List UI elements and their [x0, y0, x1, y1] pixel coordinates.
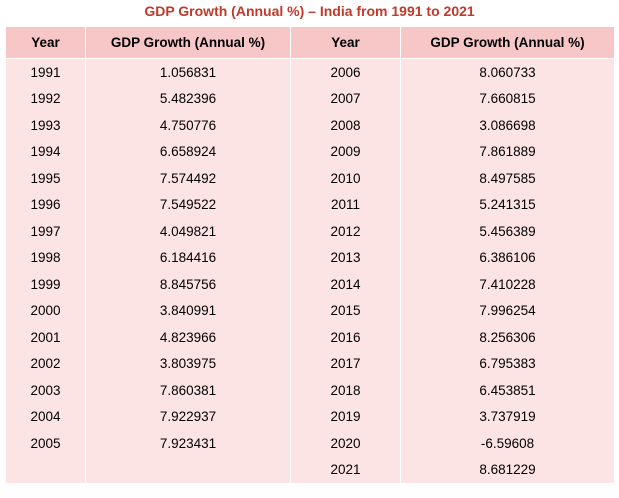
page-title: GDP Growth (Annual %) – India from 1991 …: [144, 3, 475, 19]
year-cell-left: 1997: [5, 218, 86, 245]
year-cell-right: 2009: [290, 138, 401, 165]
year-cell-left: 1998: [5, 244, 86, 271]
gdp-cell-left: 3.803975: [85, 350, 291, 377]
year-cell-right: 2006: [290, 58, 401, 86]
year-cell-right: 2015: [290, 297, 401, 324]
table-row: 2021 8.681229: [5, 456, 615, 484]
table-header-row: Year GDP Growth (Annual %) Year GDP Grow…: [5, 26, 615, 59]
gdp-cell-left: 7.860381: [85, 377, 291, 404]
table-body: 1991 1.056831 2006 8.060733 1992 5.482396 2007…: [5, 58, 615, 484]
table-row: 1992 5.482396 2007 7.660815: [5, 85, 615, 112]
year-cell-right: 2017: [290, 350, 401, 377]
gdp-cell-left: 8.845756: [85, 271, 291, 298]
year-cell-right: 2007: [290, 85, 401, 112]
year-cell-left: 2000: [5, 297, 86, 324]
table-row: 1996 7.549522 2011 5.241315: [5, 191, 615, 218]
gdp-cell-left: 1.056831: [85, 58, 291, 86]
gdp-cell-left: 5.482396: [85, 85, 291, 112]
gdp-cell-right: 3.086698: [400, 112, 615, 139]
gdp-cell-right: 5.241315: [400, 191, 615, 218]
gdp-cell-left: 7.574492: [85, 165, 291, 192]
table-row: 2003 7.860381 2018 6.453851: [5, 377, 615, 404]
gdp-cell-right: 7.996254: [400, 297, 615, 324]
year-cell-left: 1993: [5, 112, 86, 139]
table-row: 2004 7.922937 2019 3.737919: [5, 403, 615, 430]
gdp-cell-right: 7.410228: [400, 271, 615, 298]
gdp-cell-left: 4.049821: [85, 218, 291, 245]
year-cell-left: 1999: [5, 271, 86, 298]
gdp-cell-right: 6.453851: [400, 377, 615, 404]
table-row: 1994 6.658924 2009 7.861889: [5, 138, 615, 165]
year-cell-left: 1992: [5, 85, 86, 112]
year-cell-right: 2008: [290, 112, 401, 139]
year-cell-right: 2014: [290, 271, 401, 298]
year-cell-right: 2010: [290, 165, 401, 192]
year-cell-left: 2005: [5, 430, 86, 457]
gdp-cell-left: 3.840991: [85, 297, 291, 324]
year-cell-right: 2013: [290, 244, 401, 271]
table-row: 1999 8.845756 2014 7.410228: [5, 271, 615, 298]
table-row: 2005 7.923431 2020 -6.59608: [5, 430, 615, 457]
column-header-year-right: Year: [290, 26, 401, 59]
year-cell-right: 2019: [290, 403, 401, 430]
gdp-cell-left: 4.823966: [85, 324, 291, 351]
year-cell-right: 2021: [290, 456, 401, 484]
year-cell-right: 2012: [290, 218, 401, 245]
gdp-cell-left: 7.922937: [85, 403, 291, 430]
gdp-cell-right: -6.59608: [400, 430, 615, 457]
gdp-cell-left: 7.549522: [85, 191, 291, 218]
gdp-cell-right: 6.386106: [400, 244, 615, 271]
gdp-cell-right: 8.681229: [400, 456, 615, 484]
gdp-cell-right: 7.861889: [400, 138, 615, 165]
table-row: 1997 4.049821 2012 5.456389: [5, 218, 615, 245]
year-cell-right: 2018: [290, 377, 401, 404]
table-row: 2000 3.840991 2015 7.996254: [5, 297, 615, 324]
table-row: 2002 3.803975 2017 6.795383: [5, 350, 615, 377]
table-row: 1998 6.184416 2013 6.386106: [5, 244, 615, 271]
column-header-gdp-right: GDP Growth (Annual %): [400, 26, 615, 59]
year-cell-right: 2016: [290, 324, 401, 351]
year-cell-left: 2002: [5, 350, 86, 377]
gdp-table: Year GDP Growth (Annual %) Year GDP Grow…: [5, 26, 615, 484]
year-cell-left: 2003: [5, 377, 86, 404]
table-row: 1995 7.574492 2010 8.497585: [5, 165, 615, 192]
gdp-cell-right: 6.795383: [400, 350, 615, 377]
gdp-cell-left: [85, 456, 291, 484]
gdp-cell-right: 8.497585: [400, 165, 615, 192]
year-cell-right: 2011: [290, 191, 401, 218]
year-cell-left: 1995: [5, 165, 86, 192]
year-cell-left: 1996: [5, 191, 86, 218]
gdp-cell-left: 7.923431: [85, 430, 291, 457]
gdp-cell-right: 8.256306: [400, 324, 615, 351]
year-cell-left: 1991: [5, 58, 86, 86]
year-cell-right: 2020: [290, 430, 401, 457]
table-row: 1991 1.056831 2006 8.060733: [5, 58, 615, 86]
gdp-cell-right: 5.456389: [400, 218, 615, 245]
gdp-cell-left: 6.658924: [85, 138, 291, 165]
year-cell-left: [5, 456, 86, 484]
table-row: 2001 4.823966 2016 8.256306: [5, 324, 615, 351]
gdp-cell-right: 8.060733: [400, 58, 615, 86]
gdp-cell-left: 6.184416: [85, 244, 291, 271]
column-header-gdp-left: GDP Growth (Annual %): [85, 26, 291, 59]
gdp-cell-right: 3.737919: [400, 403, 615, 430]
table-row: 1993 4.750776 2008 3.086698: [5, 112, 615, 139]
gdp-cell-right: 7.660815: [400, 85, 615, 112]
year-cell-left: 1994: [5, 138, 86, 165]
year-cell-left: 2001: [5, 324, 86, 351]
gdp-cell-left: 4.750776: [85, 112, 291, 139]
column-header-year-left: Year: [5, 26, 86, 59]
year-cell-left: 2004: [5, 403, 86, 430]
